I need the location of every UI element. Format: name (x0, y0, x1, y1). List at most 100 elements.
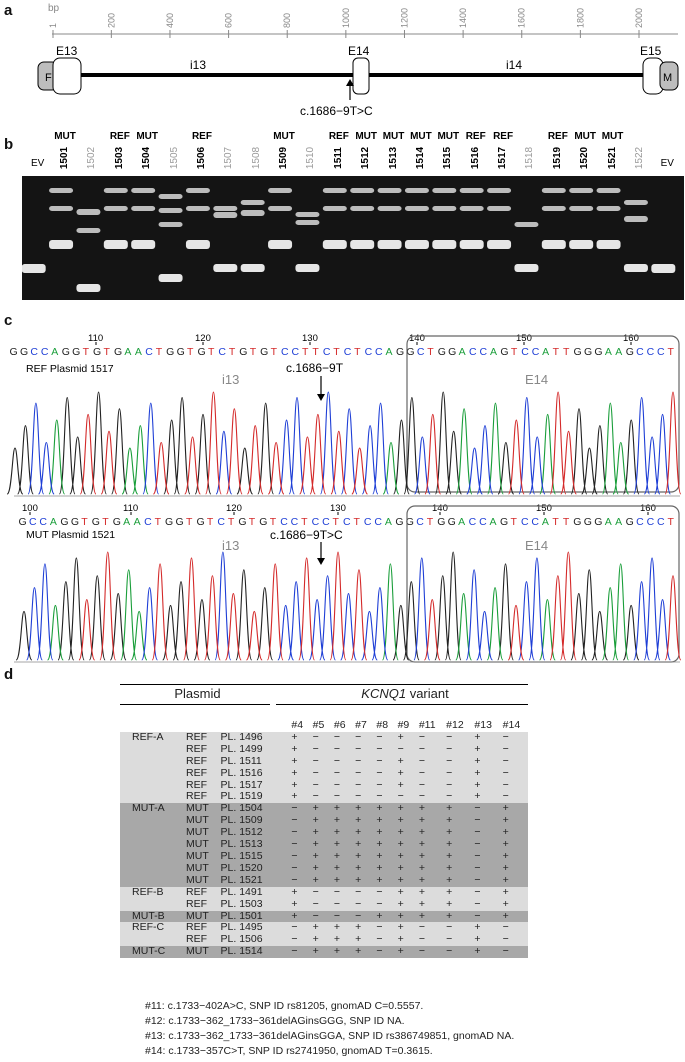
variant-cell: + (394, 755, 416, 768)
sequence-base: C (343, 516, 351, 528)
plasmid-type: MUT (183, 850, 218, 863)
group-name (120, 743, 183, 756)
sequence-base: C (532, 346, 540, 358)
variant-cell: + (415, 910, 444, 923)
sequence-base: T (668, 346, 675, 358)
sequence-base: T (207, 516, 214, 528)
gel-band (158, 274, 183, 282)
sequence-base: T (270, 516, 277, 528)
variant-cell: − (373, 767, 395, 780)
sequence-base: C (521, 516, 529, 528)
lane-number: 1520 (579, 146, 591, 170)
variant-cell: − (288, 945, 310, 959)
lane-status (217, 131, 241, 143)
variant-cell: − (499, 767, 528, 780)
plasmid-type: REF (183, 731, 218, 744)
sequence-base: T (553, 346, 560, 358)
lane-status (518, 131, 542, 143)
sequence-base: C (521, 346, 529, 358)
variant-cell: + (443, 898, 472, 911)
ref-exon-label: E14 (525, 372, 548, 387)
variant-cell: − (330, 886, 353, 899)
plasmid-type: REF (183, 767, 218, 780)
table-row: REF PL. 1503 + − − − − + + + − + (120, 898, 528, 911)
sequence-base: T (552, 516, 559, 528)
sequence-base: C (647, 346, 655, 358)
ref-positions: 110 120 130 140 150 160 (88, 333, 639, 345)
lane-status (80, 131, 104, 143)
gel-band (514, 222, 539, 227)
variant-cell: − (352, 731, 374, 744)
sequence-base: T (333, 346, 340, 358)
gel-lane-label: REF 1517 (491, 131, 515, 169)
variant-cell: − (309, 767, 331, 780)
gel-band (541, 188, 566, 193)
exon-e15-label: E15 (640, 44, 662, 58)
variant-cell: − (499, 743, 528, 756)
ruler-tick-label: 1200 (399, 8, 409, 28)
trace-T (79, 391, 682, 495)
gel-lane-label: 1510 (299, 131, 323, 169)
variant-cell: + (352, 862, 374, 875)
sequence-base: A (50, 516, 57, 528)
sequence-base: C (480, 346, 488, 358)
variant-cell: − (499, 922, 528, 935)
gel-band (322, 206, 347, 211)
lane-number: 1511 (332, 147, 344, 169)
panel-letter-b: b (4, 136, 14, 153)
table-row: REF-A REF PL. 1496 + − − − − + − − + − (120, 731, 528, 744)
variant-cell: − (443, 755, 472, 768)
gel-band (268, 188, 293, 193)
sequence-position: 100 (22, 503, 38, 514)
table-row: MUT-B MUT PL. 1501 + − − − + + + + − + (120, 910, 528, 923)
variant-cell: + (394, 886, 416, 899)
footnote: #14: c.1733−357C>T, SNP ID rs2741950, gn… (145, 1045, 433, 1057)
variant-cell: − (352, 743, 374, 756)
gel-band (623, 216, 648, 222)
sequence-base: G (196, 516, 204, 528)
variant-cell: + (352, 838, 374, 851)
group-name (120, 791, 183, 804)
sequence-base: A (459, 346, 466, 358)
gel-band (432, 188, 457, 193)
gel-band (185, 188, 210, 193)
sequence-base: G (584, 346, 592, 358)
variant-cell: − (373, 898, 395, 911)
variant-cell: + (352, 922, 374, 935)
sequence-base: A (458, 516, 465, 528)
lane-number: 1502 (86, 146, 98, 170)
gel-band (459, 206, 484, 211)
table-row: REF-C REF PL. 1495− + + + − + − − + − (120, 922, 528, 935)
sequence-position: 120 (226, 503, 242, 514)
sequence-base: C (364, 516, 372, 528)
variant-cell: + (443, 838, 472, 851)
lane-number: EV (31, 158, 45, 169)
sequence-base: T (511, 346, 518, 358)
sequence-base: G (438, 346, 446, 358)
sequence-base: G (10, 346, 18, 358)
variant-cell: − (443, 743, 472, 756)
lane-number: 1514 (414, 146, 426, 170)
gel-band (541, 240, 566, 249)
sequence-base: C (469, 516, 477, 528)
sequence-base: C (292, 346, 300, 358)
gel-lane-label: REF 1519 (546, 131, 570, 169)
variant-cell: + (373, 874, 395, 887)
lane-status (245, 131, 269, 143)
ref-trace (6, 391, 682, 495)
gel-band (240, 200, 265, 205)
lane-number: 1503 (113, 146, 125, 170)
mut-plasmid-label: MUT Plasmid 1521 (26, 529, 115, 541)
table-row: REF PL. 1511 + − − − − + − − + − (120, 755, 528, 768)
group-name (120, 827, 183, 840)
gel-band (623, 200, 648, 205)
variant-cell: + (309, 922, 331, 935)
variant-cell: − (471, 910, 500, 923)
ruler-tick-label: 1800 (575, 8, 585, 28)
gel-band (295, 212, 320, 217)
exon-e13-box (52, 57, 82, 95)
plasmid-type: REF (183, 886, 218, 899)
ref-plasmid-label: REF Plasmid 1517 (26, 363, 114, 375)
variant-cell: + (288, 779, 310, 792)
variant-cell: + (352, 802, 374, 816)
